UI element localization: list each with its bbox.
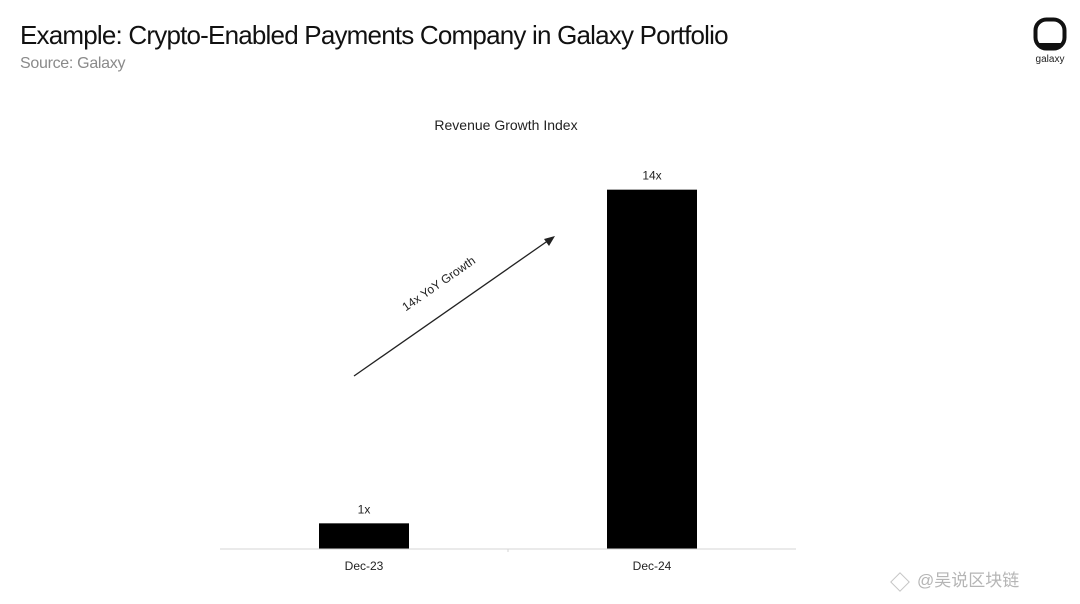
page-title: Example: Crypto-Enabled Payments Company… (20, 20, 729, 50)
watermark-text: @吴说区块链 (917, 571, 1020, 590)
watermark: @吴说区块链 (890, 566, 1020, 592)
galaxy-logo: galaxy (1030, 16, 1070, 68)
logo-text: galaxy (1035, 54, 1065, 65)
bar-dec-24 (607, 189, 697, 549)
growth-annotation: 14x YoY Growth (353, 236, 555, 377)
bars-layer (319, 189, 697, 549)
growth-annotation-label: 14x YoY Growth (400, 253, 478, 314)
growth-arrow-line (353, 239, 550, 377)
labels-layer: 1x Dec-23 14x Dec-24 (345, 169, 672, 573)
data-label-dec-24: 14x (642, 169, 661, 183)
data-label-dec-23: 1x (358, 502, 371, 516)
diamond-watermark-icon (890, 571, 910, 592)
growth-arrow-head (544, 236, 555, 246)
x-tick-label-dec-23: Dec-23 (345, 559, 384, 573)
chart-title: Revenue Growth Index (434, 117, 577, 133)
galaxy-logo-icon (1033, 17, 1067, 51)
page-source: Source: Galaxy (20, 55, 126, 72)
bar-dec-23 (319, 523, 409, 549)
x-tick-label-dec-24: Dec-24 (633, 559, 672, 573)
